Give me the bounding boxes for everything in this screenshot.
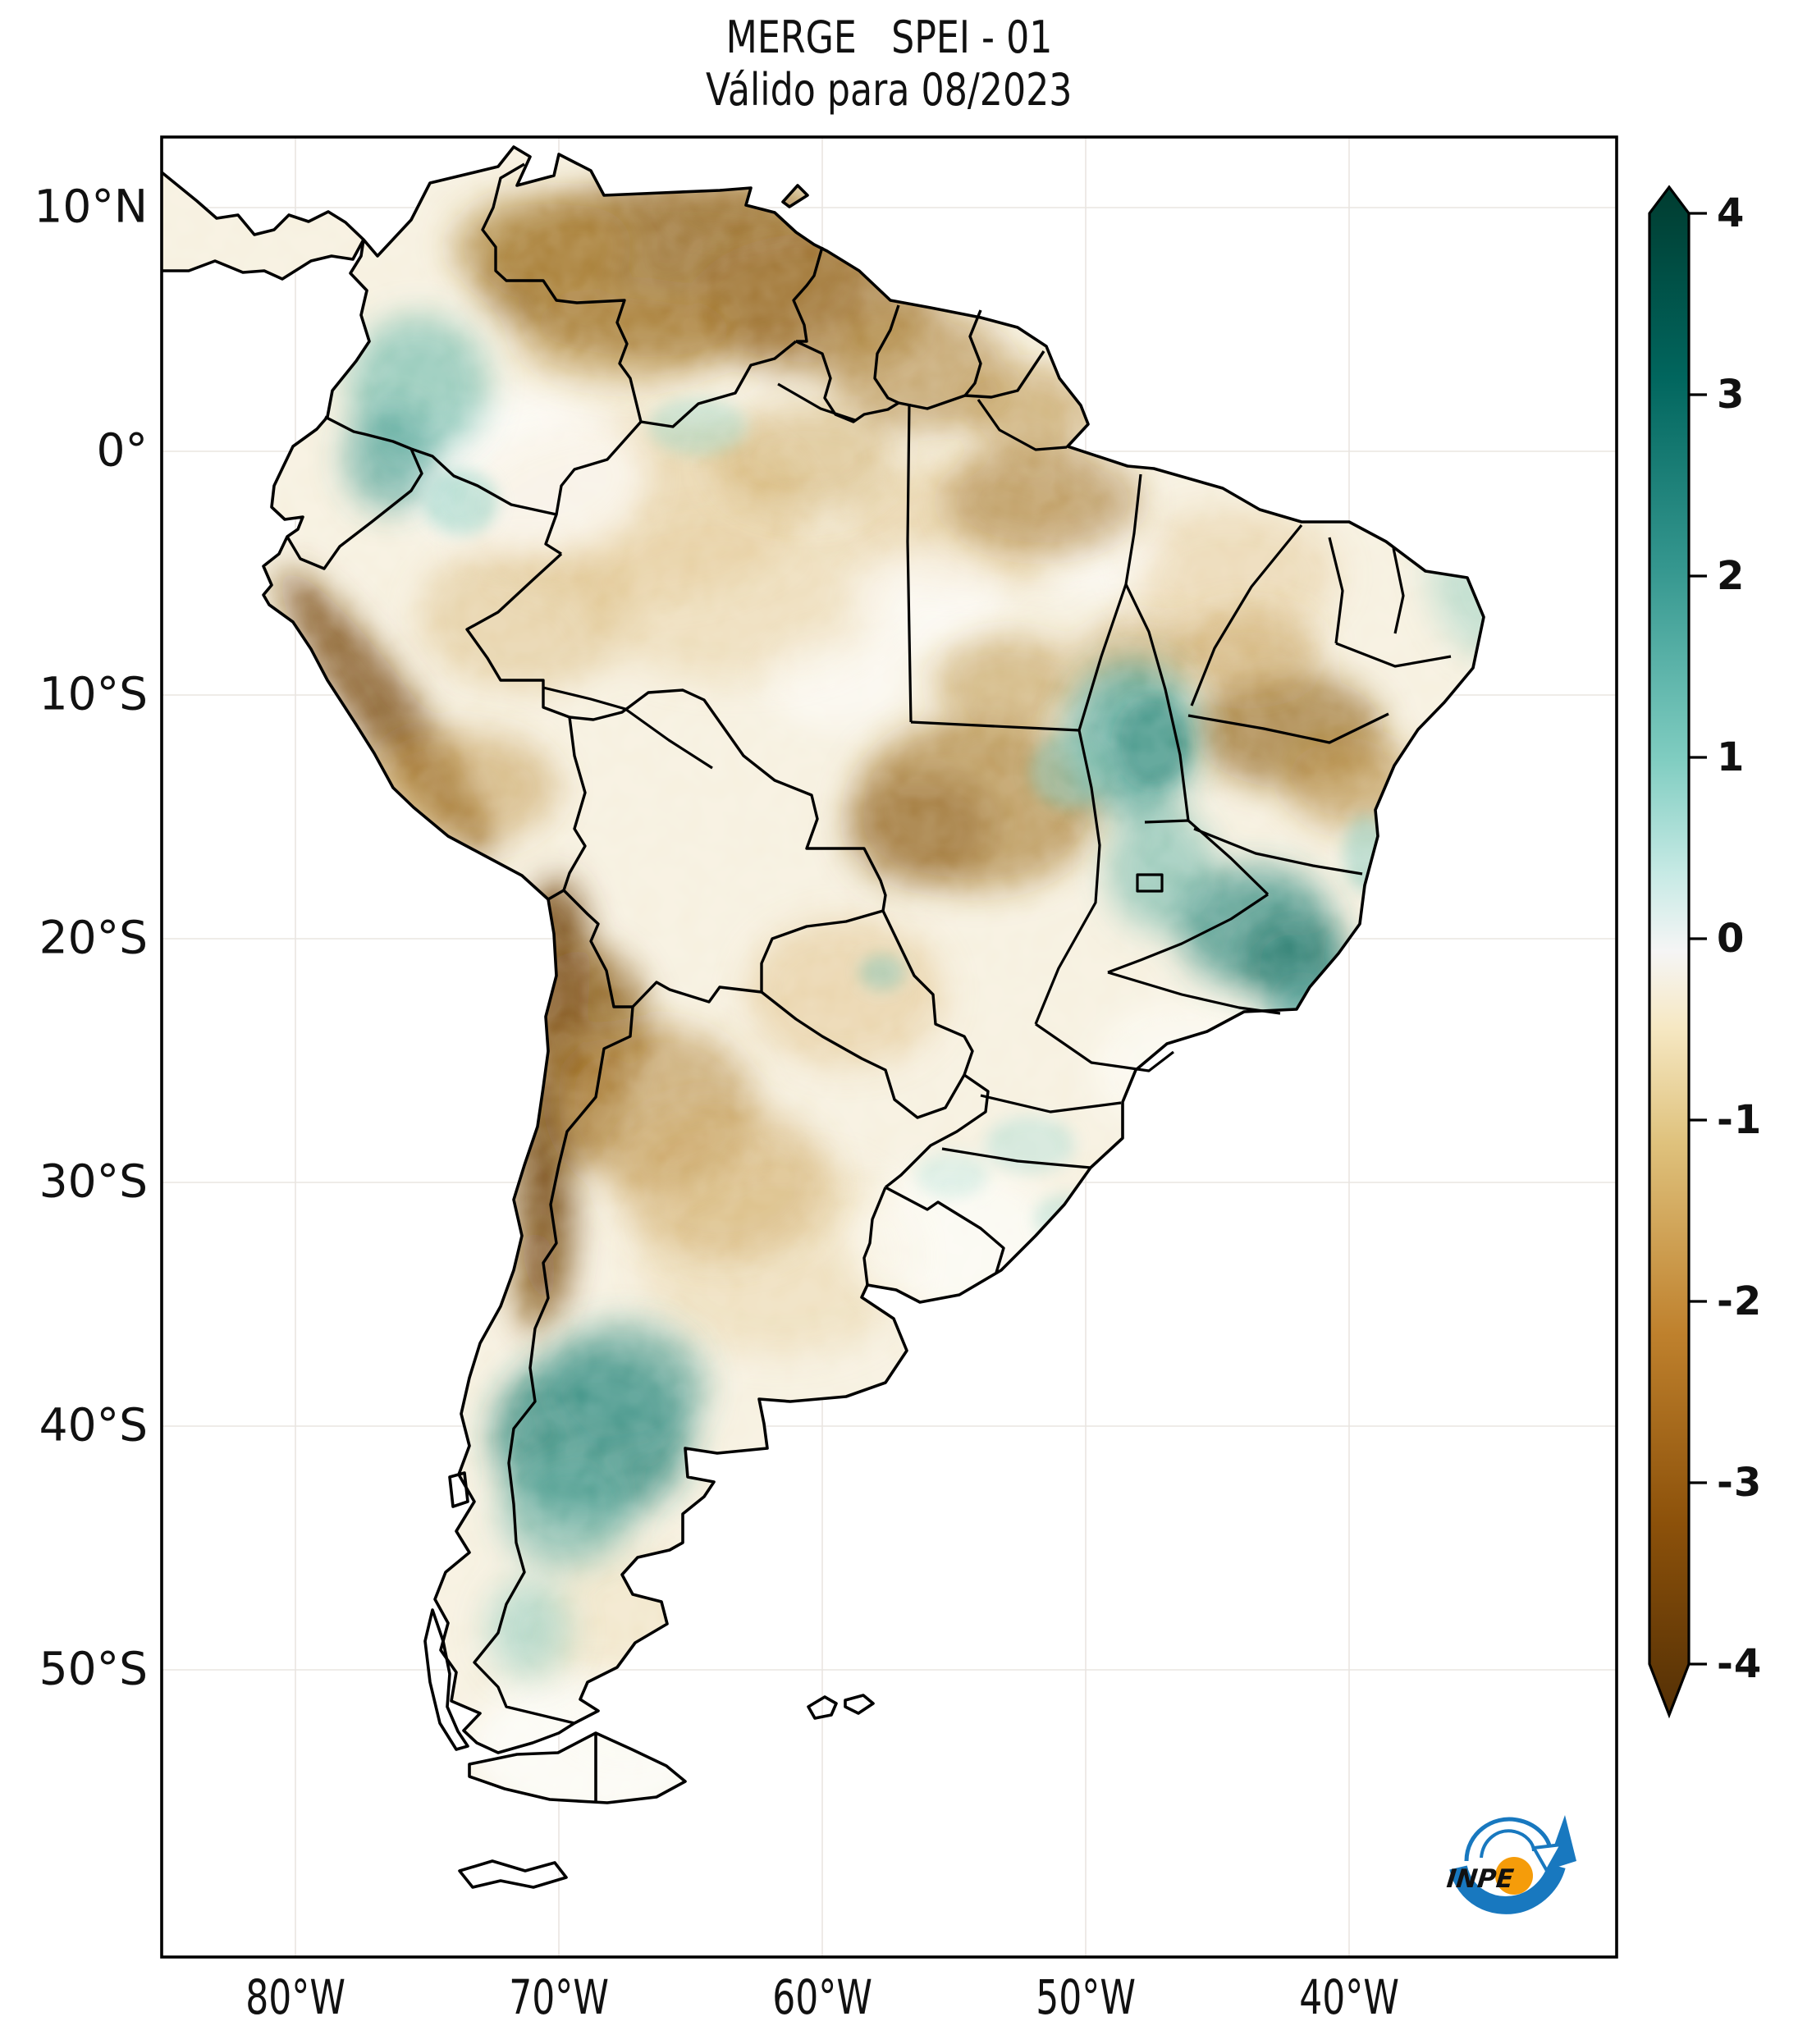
colorbar: [1648, 185, 1707, 1719]
lat-tick-10n: 10°N: [34, 180, 148, 233]
colorbar-label-4: 4: [1717, 190, 1745, 236]
coastline: [160, 145, 1485, 1889]
lat-tick-10s: 10°S: [39, 667, 148, 720]
colorbar-label-m1: -1: [1717, 1097, 1763, 1143]
colorbar-label-m3: -3: [1717, 1460, 1763, 1506]
colorbar-label-3: 3: [1717, 372, 1745, 418]
chiloe-island: [448, 1471, 469, 1508]
lat-tick-40s: 40°S: [39, 1398, 148, 1452]
lon-tick-70w: 70°W: [509, 1969, 609, 2025]
navarino-island: [458, 1859, 568, 1889]
tierra-del-fuego: [468, 1731, 687, 1804]
colorbar-label-m2: -2: [1717, 1278, 1763, 1324]
lat-tick-50s: 50°S: [39, 1642, 148, 1695]
chilean-fjord-islands: [423, 1608, 469, 1751]
logo-arrow-down-icon: [1530, 1842, 1565, 1875]
map-frame: [160, 135, 1618, 1959]
trinidad-island: [781, 184, 809, 208]
logo-inner-arc: [1480, 1829, 1535, 1859]
country-borders: [286, 162, 1045, 1725]
logo-swoosh: [1449, 1863, 1566, 1914]
inpe-logo: [1449, 1815, 1576, 1914]
colorbar-ticks: [1689, 212, 1707, 1666]
inpe-logo-text: INPE: [1445, 1864, 1516, 1894]
lon-tick-40w: 40°W: [1299, 1969, 1399, 2025]
lon-tick-80w: 80°W: [245, 1969, 345, 2025]
distrito-federal-outline: [1136, 873, 1164, 893]
lat-tick-20s: 20°S: [39, 911, 148, 964]
colorbar-gradient: [1648, 185, 1690, 1719]
colorbar-label-0: 0: [1717, 916, 1745, 962]
mainland-coast: [262, 145, 1485, 1754]
colorbar-label-1: 1: [1717, 734, 1745, 780]
lat-tick-0: 0°: [96, 423, 149, 477]
title-line1: MERGE SPEI - 01: [725, 11, 1053, 63]
logo-outer-arc: [1464, 1817, 1553, 1862]
state-borders: [542, 382, 1452, 1169]
colorbar-label-m4: -4: [1717, 1641, 1763, 1687]
logo-orange-dot: [1495, 1857, 1533, 1895]
lon-tick-60w: 60°W: [772, 1969, 872, 2025]
figure-title: MERGE SPEI - 01 Válido para 08/2023: [162, 11, 1617, 116]
lon-tick-50w: 50°W: [1036, 1969, 1136, 2025]
central-america-coast: [160, 171, 365, 281]
title-line2: Válido para 08/2023: [706, 63, 1073, 116]
colorbar-label-2: 2: [1717, 553, 1745, 599]
falkland-islands: [807, 1694, 875, 1720]
lat-tick-30s: 30°S: [39, 1155, 148, 1208]
